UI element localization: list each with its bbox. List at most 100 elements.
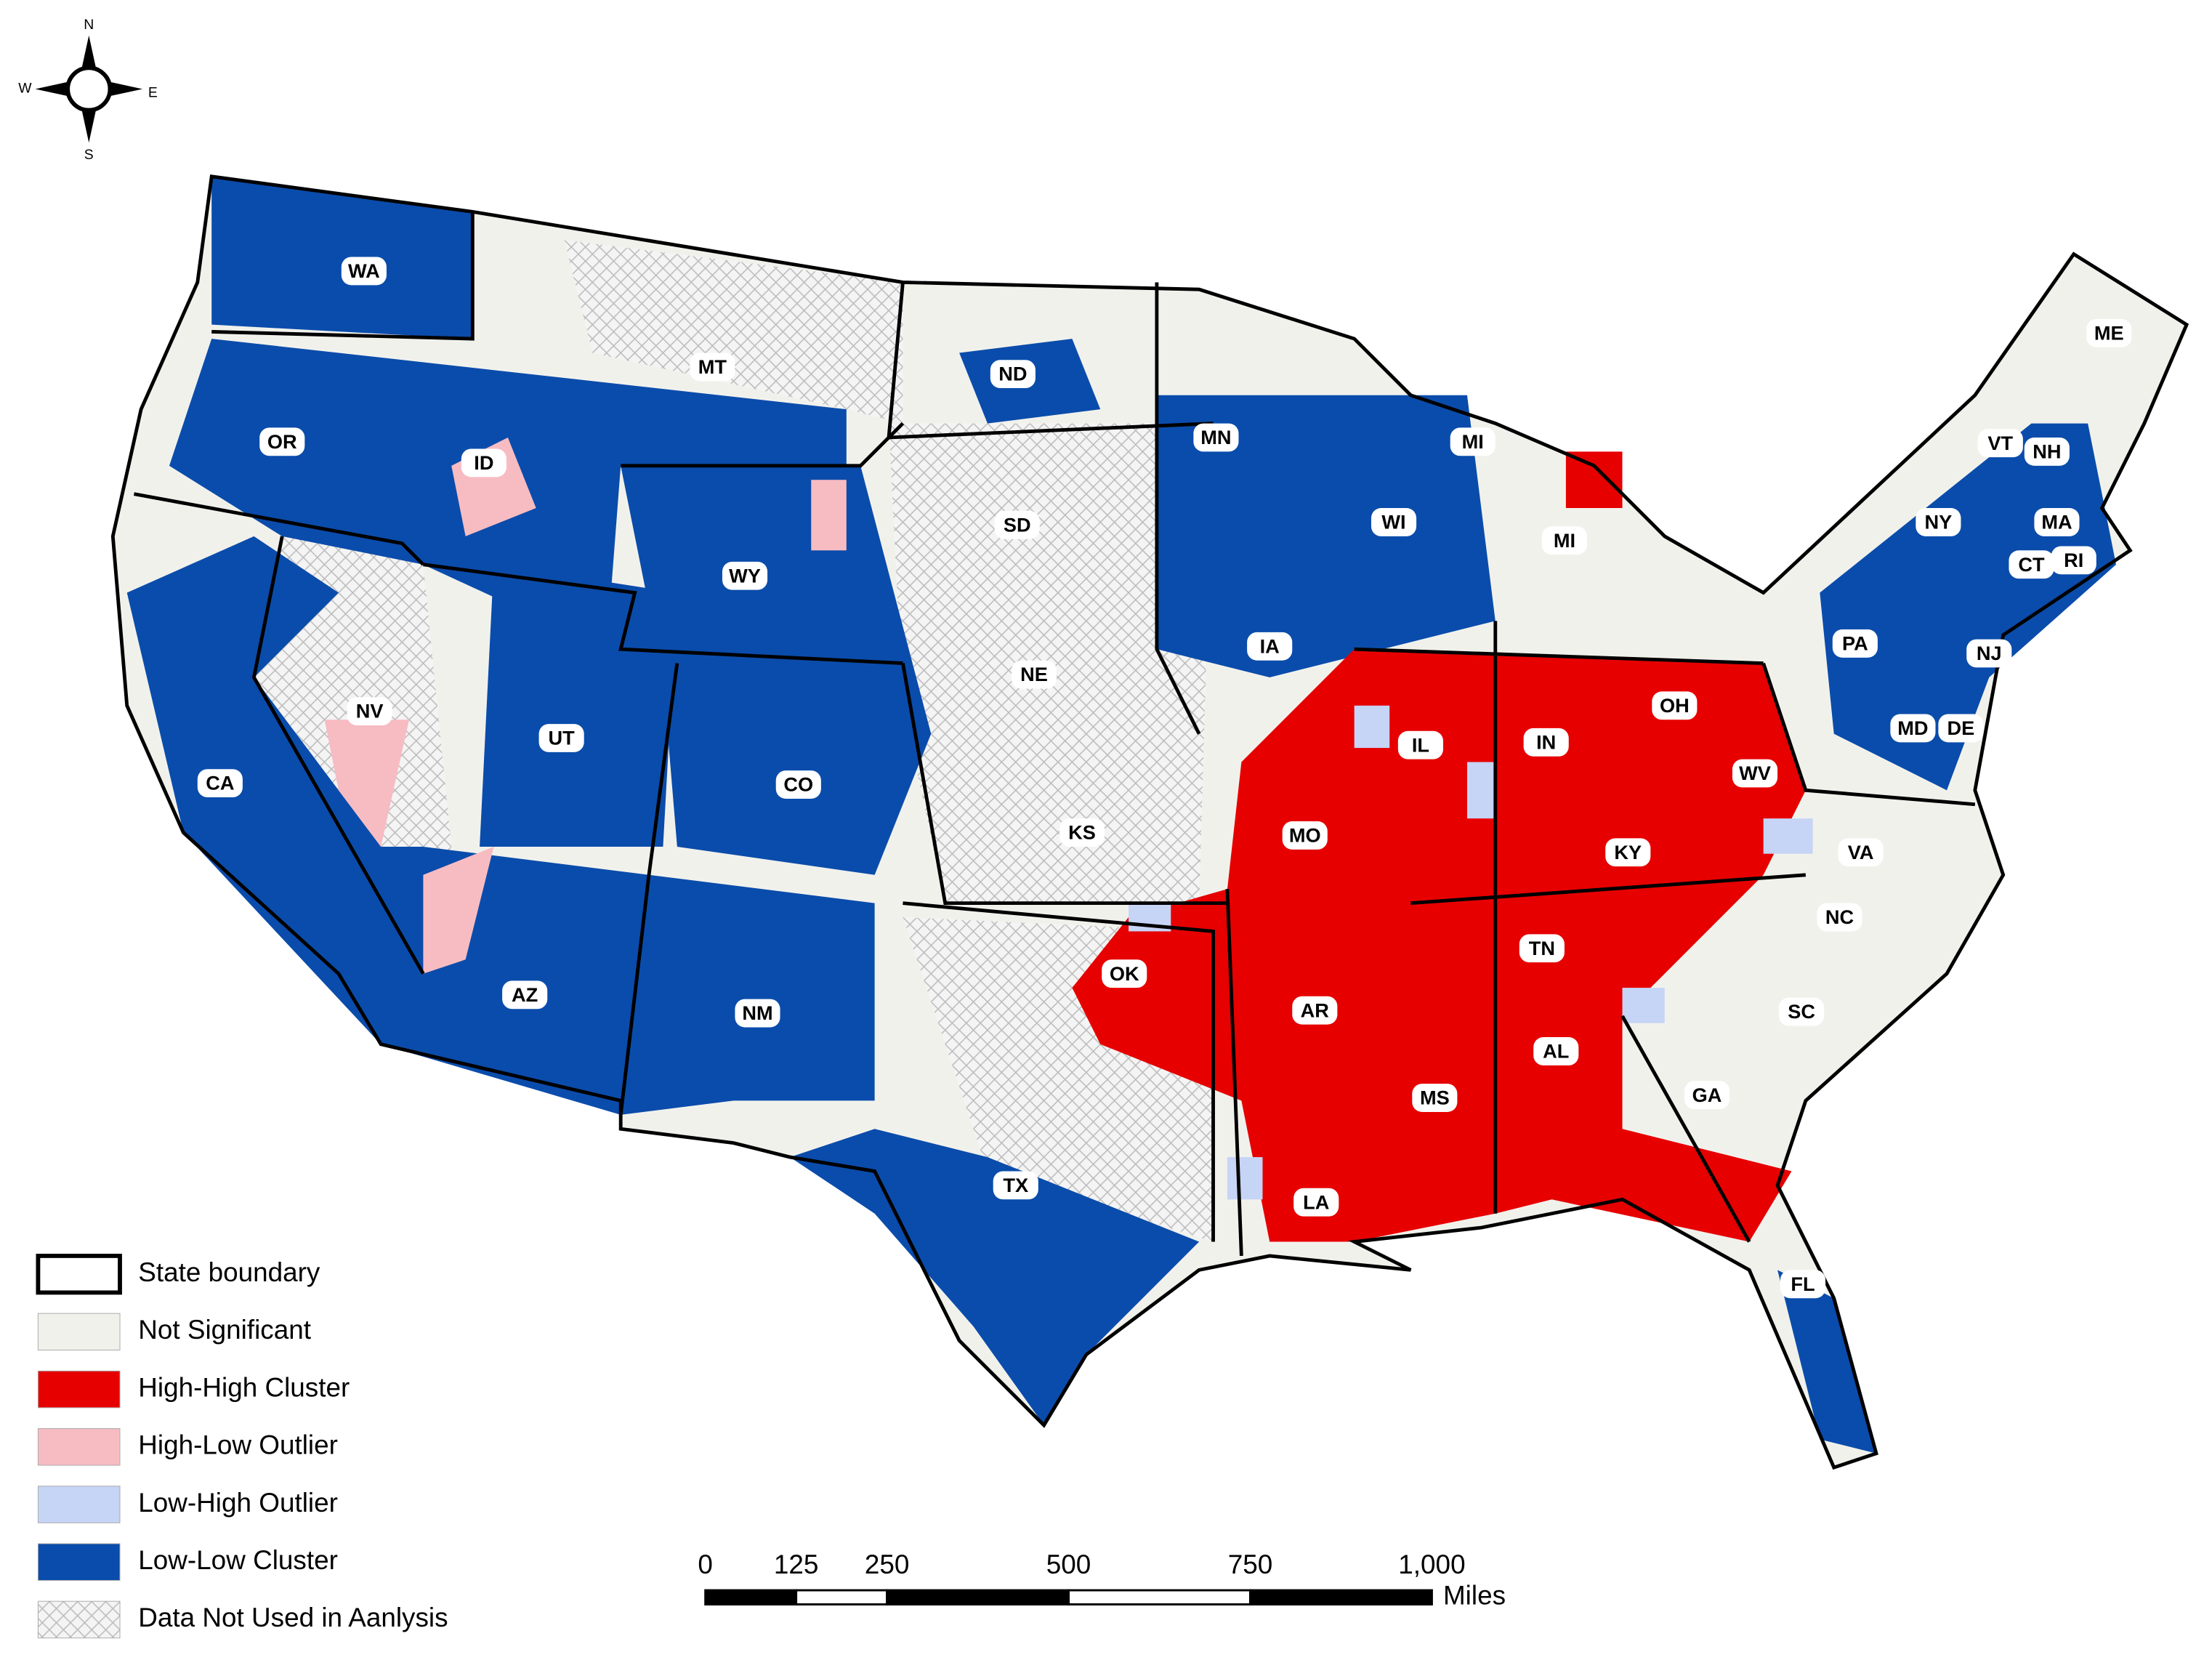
- state-label-box: [990, 360, 1036, 389]
- state-label-box: [1977, 429, 2023, 458]
- state-label: UT: [549, 727, 576, 749]
- compass: N E S W: [18, 17, 158, 163]
- state-label-box: [1397, 730, 1443, 760]
- state-label: VT: [1987, 432, 2013, 454]
- state-label: CO: [783, 773, 813, 796]
- state-label: IL: [1412, 733, 1429, 756]
- state-label: MA: [2041, 511, 2072, 533]
- state-label-box: [347, 697, 392, 726]
- state-label: MS: [1420, 1087, 1450, 1109]
- state-label: NC: [1825, 906, 1854, 928]
- scale-tick-label: 0: [698, 1550, 713, 1579]
- land: [110, 174, 2189, 1470]
- scale-segment: [1249, 1589, 1433, 1605]
- state-label: CA: [206, 772, 234, 794]
- state-label: DE: [1947, 717, 1975, 739]
- state-label: NY: [1925, 511, 1953, 533]
- state-label-box: [1059, 818, 1105, 847]
- legend-label: State boundary: [138, 1257, 320, 1287]
- state-label-box: [1247, 632, 1293, 661]
- state-label: MI: [1462, 430, 1484, 453]
- legend-label: High-High Cluster: [138, 1372, 350, 1402]
- state-label: CT: [2018, 553, 2045, 576]
- state-label: AR: [1301, 999, 1330, 1021]
- state-label: WV: [1739, 762, 1771, 784]
- state-label-box: [1838, 838, 1884, 867]
- legend-swatch: [37, 1313, 121, 1351]
- scale-tick-label: 1,000: [1398, 1550, 1465, 1579]
- state-label-box: [1780, 1270, 1826, 1299]
- state-label: MI: [1554, 529, 1575, 552]
- state-label: KS: [1068, 821, 1096, 844]
- state-label-box: [341, 257, 387, 286]
- scale-segment: [1067, 1589, 1251, 1605]
- state-label-box: [722, 561, 768, 590]
- state-label: WY: [729, 564, 761, 587]
- state-label: IA: [1260, 634, 1280, 657]
- state-label: NM: [742, 1002, 772, 1024]
- high-high-cluster: [1072, 451, 1806, 1242]
- legend-swatch: [36, 1254, 122, 1295]
- state-label-box: [1832, 629, 1878, 658]
- state-label: VA: [1848, 841, 1874, 863]
- state-label-box: [2051, 546, 2096, 575]
- compass-s: S: [84, 147, 94, 163]
- state-label-box: [1292, 996, 1338, 1025]
- state-label-box: [690, 352, 735, 382]
- state-label: NE: [1020, 663, 1048, 685]
- state-labels: WA OR ID MT ND SD WY NV UT CO CA AZ NM NE KS OK TX MN IA MO…: [197, 257, 2132, 1299]
- state-label-box: [2034, 508, 2080, 536]
- state-label-box: [1371, 508, 1417, 536]
- legend-swatch: [37, 1486, 121, 1523]
- compass-n: N: [84, 17, 94, 33]
- legend-label: Low-High Outlier: [138, 1488, 338, 1518]
- legend-label: Not Significant: [138, 1315, 311, 1345]
- state-label: MO: [1289, 824, 1321, 847]
- state-label-box: [1966, 639, 2012, 668]
- scale-segment: [886, 1589, 1070, 1605]
- state-label-box: [1541, 526, 1587, 555]
- state-label-box: [1293, 1188, 1339, 1217]
- state-label: NV: [356, 700, 384, 722]
- state-label: SD: [1004, 513, 1031, 536]
- state-label-box: [1916, 508, 1961, 536]
- state-label-box: [1282, 821, 1328, 850]
- state-label-box: [2009, 550, 2054, 579]
- state-label: MN: [1200, 426, 1231, 448]
- state-label-box: [1732, 759, 1778, 788]
- state-label: PA: [1842, 632, 1868, 655]
- low-high-outlier: [1129, 705, 1813, 1200]
- scale-segment: [795, 1589, 889, 1605]
- state-label: TN: [1529, 937, 1555, 959]
- state-label-box: [1652, 691, 1698, 720]
- scale-tick-label: 500: [1046, 1550, 1091, 1579]
- state-label-box: [259, 427, 305, 456]
- legend-swatch: [37, 1543, 121, 1581]
- state-label-box: [1890, 714, 1936, 743]
- state-label: WI: [1381, 511, 1405, 533]
- state-label: OR: [267, 430, 297, 453]
- scale-unit: Miles: [1443, 1581, 1506, 1611]
- compass-e: E: [148, 84, 158, 100]
- state-label-box: [502, 980, 548, 1010]
- state-label: SC: [1788, 1000, 1815, 1023]
- state-label-box: [1938, 714, 1984, 743]
- state-label-box: [1193, 423, 1239, 452]
- state-label: NH: [2033, 440, 2061, 463]
- state-label-box: [994, 510, 1040, 539]
- scale-tick-label: 250: [865, 1550, 910, 1579]
- state-label-box: [1450, 427, 1495, 456]
- state-label-box: [1779, 997, 1825, 1026]
- state-label-box: [1533, 1037, 1579, 1065]
- state-label-box: [1519, 934, 1565, 963]
- scale-tick-label: 125: [774, 1550, 819, 1579]
- legend-label: High-Low Outlier: [138, 1430, 338, 1460]
- state-boundaries: [133, 211, 1976, 1257]
- state-label: AL: [1543, 1040, 1569, 1063]
- state-label-box: [1102, 959, 1147, 988]
- state-label: RI: [2064, 549, 2083, 571]
- state-label: TX: [1003, 1174, 1028, 1196]
